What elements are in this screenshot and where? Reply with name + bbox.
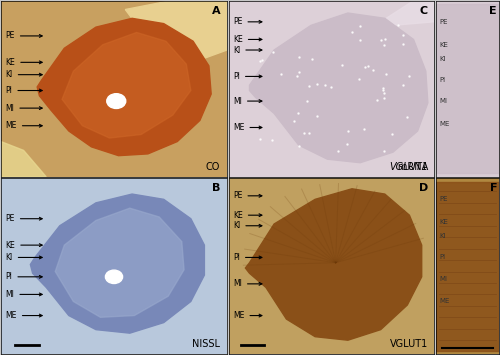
Text: E: E [490, 6, 497, 16]
Polygon shape [37, 18, 211, 155]
Text: PI: PI [6, 272, 42, 281]
Text: ME: ME [233, 123, 262, 132]
Text: KI: KI [233, 221, 262, 230]
Polygon shape [62, 32, 191, 138]
Text: C: C [420, 6, 428, 16]
Text: KI: KI [6, 70, 42, 79]
Text: B: B [212, 184, 220, 193]
Text: PI: PI [233, 253, 262, 262]
Polygon shape [30, 194, 204, 333]
Text: MI: MI [6, 290, 42, 299]
Text: PE: PE [439, 19, 448, 25]
Polygon shape [372, 1, 434, 27]
Text: mRNA: mRNA [350, 162, 428, 171]
Text: D: D [418, 184, 428, 193]
Text: ME: ME [439, 299, 450, 305]
Text: PE: PE [6, 32, 42, 40]
Text: VGLUT1: VGLUT1 [390, 339, 428, 349]
Text: PI: PI [439, 77, 446, 83]
Text: F: F [490, 184, 497, 193]
Text: PI: PI [233, 72, 262, 81]
Text: KI: KI [439, 233, 446, 239]
Text: KE: KE [6, 58, 42, 67]
Text: MI: MI [439, 98, 447, 104]
Text: PI: PI [6, 86, 42, 95]
Polygon shape [246, 189, 422, 340]
Text: NISSL: NISSL [192, 339, 220, 349]
Text: PE: PE [6, 214, 42, 223]
Text: KE: KE [233, 211, 262, 220]
Text: ME: ME [233, 311, 262, 320]
Text: ME: ME [6, 311, 42, 320]
Polygon shape [126, 1, 227, 62]
Polygon shape [250, 13, 428, 163]
Text: ME: ME [439, 121, 450, 127]
Text: PE: PE [233, 191, 262, 200]
Text: PE: PE [233, 17, 262, 26]
Text: VGLUT1: VGLUT1 [389, 162, 428, 171]
Polygon shape [436, 178, 499, 354]
Text: KI: KI [439, 56, 446, 62]
Circle shape [107, 94, 126, 109]
Text: KE: KE [6, 241, 42, 250]
Polygon shape [229, 178, 434, 354]
Text: MI: MI [6, 104, 42, 113]
Polygon shape [229, 1, 434, 177]
Text: MI: MI [439, 275, 447, 282]
Text: ME: ME [6, 121, 42, 130]
Text: KI: KI [233, 45, 262, 55]
Text: KE: KE [233, 35, 262, 44]
Polygon shape [1, 142, 46, 177]
Polygon shape [436, 1, 499, 177]
Text: KE: KE [439, 42, 448, 48]
Polygon shape [436, 182, 499, 351]
Text: A: A [212, 6, 220, 16]
Text: CO: CO [206, 162, 220, 171]
Text: MI: MI [233, 279, 262, 288]
Polygon shape [1, 1, 227, 177]
Text: KE: KE [439, 219, 448, 225]
Text: MI: MI [233, 97, 262, 105]
Polygon shape [55, 208, 184, 317]
Polygon shape [1, 178, 227, 354]
Text: PE: PE [439, 196, 448, 202]
Text: PI: PI [439, 255, 446, 261]
Text: KI: KI [6, 253, 42, 262]
Polygon shape [436, 4, 499, 173]
Circle shape [106, 270, 122, 284]
